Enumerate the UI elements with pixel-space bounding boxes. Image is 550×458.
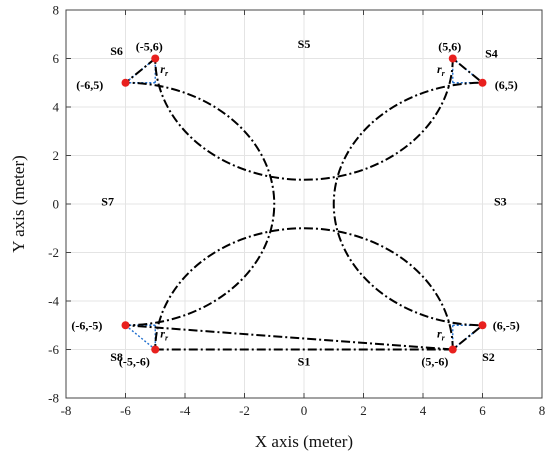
point-labels: (-5,6) (5,6) (-6,5) (6,5) (-6,-5) (6,-5) (-5,-… [71, 39, 519, 368]
x-tick-label: -4 [180, 403, 191, 418]
segment-label: S5 [298, 37, 311, 51]
x-tick-label: -2 [239, 403, 250, 418]
x-tick-label: -6 [120, 403, 131, 418]
y-tick-label: -6 [48, 342, 59, 357]
y-tick-label: 8 [53, 3, 60, 18]
waypoint-marker [478, 78, 487, 87]
y-tick-label: 4 [53, 100, 60, 115]
x-tick-label: 6 [479, 403, 486, 418]
waypoint-marker [448, 54, 457, 63]
x-tick-label: -8 [61, 403, 72, 418]
waypoint-label: (-6,-5) [71, 318, 102, 332]
axis-ticks: -8 -6 -4 -2 0 2 4 6 8 -8 -6 -4 -2 0 2 4 6 8 [48, 3, 545, 419]
segment-label: S2 [482, 350, 495, 364]
waypoints [121, 54, 487, 354]
y-tick-label: 2 [53, 148, 60, 163]
waypoint-marker [121, 321, 130, 330]
waypoint-label: (-5,-6) [119, 355, 150, 369]
segment-label: S6 [110, 44, 123, 58]
radius-label-subscript: r [442, 333, 446, 342]
waypoint-label: (6,5) [495, 78, 518, 92]
y-tick-label: 6 [53, 51, 60, 66]
waypoint-label: (5,-6) [421, 355, 448, 369]
y-tick-label: 0 [53, 197, 60, 212]
segment-label: S4 [485, 47, 498, 61]
segment-label: S7 [101, 195, 114, 209]
radius-label: rr [160, 326, 169, 342]
waypoint-label: (6,-5) [493, 318, 520, 332]
waypoint-label: (5,6) [438, 39, 461, 53]
segment-label: S1 [298, 355, 311, 369]
segment-label: S8 [110, 350, 123, 364]
y-tick-label: -4 [48, 294, 59, 309]
radius-label: rr [437, 62, 446, 78]
y-tick-label: -8 [48, 391, 59, 406]
waypoint-marker [478, 321, 487, 330]
radius-label: rr [160, 62, 169, 78]
x-tick-label: 2 [360, 403, 367, 418]
x-tick-label: 4 [420, 403, 427, 418]
x-tick-label: 8 [539, 403, 546, 418]
segment-label: S3 [494, 195, 507, 209]
y-tick-label: -2 [48, 245, 59, 260]
waypoint-marker [448, 345, 457, 354]
radius-label: rr [437, 326, 446, 342]
segment-labels: S1 S2 S3 S4 S5 S6 S7 S8 [101, 37, 506, 369]
waypoint-marker [151, 345, 160, 354]
radius-label-subscript: r [442, 69, 446, 78]
x-tick-label: 0 [301, 403, 308, 418]
radius-label-subscript: r [165, 69, 169, 78]
waypoint-label: (-6,5) [76, 78, 103, 92]
x-axis-title: X axis (meter) [255, 432, 353, 451]
waypoint-label: (-5,6) [136, 39, 163, 53]
radius-label-subscript: r [165, 333, 169, 342]
waypoint-marker [151, 54, 160, 63]
y-axis-title: Y axis (meter) [9, 155, 28, 253]
waypoint-marker [121, 78, 130, 87]
